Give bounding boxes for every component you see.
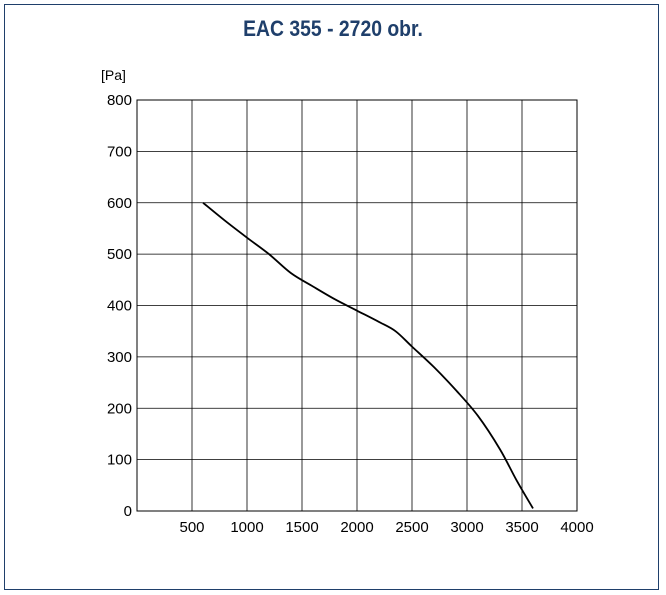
y-tick-label: 400 — [107, 298, 132, 315]
x-tick-label: 1000 — [230, 519, 263, 536]
y-tick-label: 800 — [107, 92, 132, 109]
y-tick-label: 600 — [107, 195, 132, 212]
y-axis-unit-label: [Pa] — [101, 67, 126, 83]
x-tick-label: 3000 — [450, 519, 483, 536]
x-tick-label: 4000 — [560, 519, 593, 536]
chart-title: EAC 355 - 2720 obr. — [243, 16, 423, 41]
x-tick-label: 2500 — [395, 519, 428, 536]
series-line — [202, 202, 534, 509]
y-tick-label: 200 — [107, 400, 132, 417]
x-tick-label: 1500 — [285, 519, 318, 536]
y-tick-label: 0 — [124, 503, 132, 520]
x-tick-label: 500 — [179, 519, 204, 536]
y-tick-label: 100 — [107, 452, 132, 469]
chart-frame — [4, 4, 659, 590]
y-tick-label: 700 — [107, 143, 132, 160]
y-tick-label: 500 — [107, 246, 132, 263]
x-tick-label: 2000 — [340, 519, 373, 536]
x-tick-label: 3500 — [505, 519, 538, 536]
y-tick-label: 300 — [107, 349, 132, 366]
